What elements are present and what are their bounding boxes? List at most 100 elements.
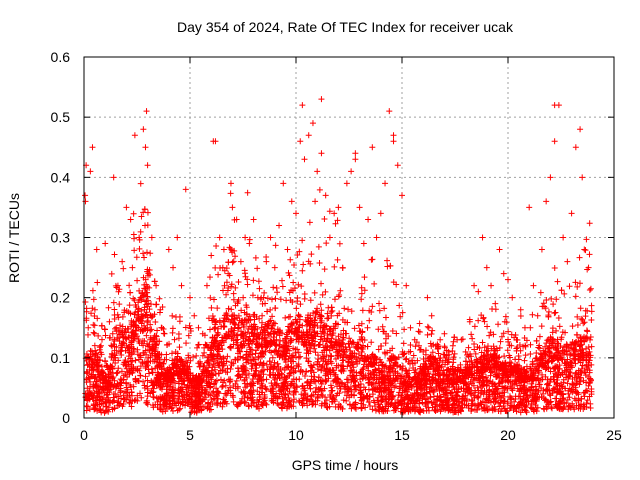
data-point (504, 347, 511, 354)
data-point (551, 310, 558, 317)
data-point (424, 331, 431, 338)
data-point (256, 285, 263, 292)
data-point (416, 328, 423, 335)
data-point (108, 270, 115, 277)
data-point (558, 383, 565, 390)
data-point (244, 189, 251, 196)
data-point (113, 324, 120, 331)
data-point (469, 335, 476, 342)
data-point (521, 357, 528, 364)
data-point (137, 228, 144, 235)
data-point (85, 331, 92, 338)
data-point (474, 384, 481, 391)
data-point (550, 301, 557, 308)
data-point (471, 340, 478, 347)
data-point (98, 322, 105, 329)
data-point (210, 296, 217, 303)
data-point (576, 280, 583, 287)
data-point (232, 284, 239, 291)
data-point (584, 307, 591, 314)
data-point (396, 302, 403, 309)
data-point (564, 380, 571, 387)
data-point (91, 322, 98, 329)
data-point (215, 331, 222, 338)
data-point (293, 305, 300, 312)
data-point (401, 326, 408, 333)
data-point (536, 381, 543, 388)
data-point (347, 367, 354, 374)
data-point (140, 250, 147, 257)
data-point (163, 351, 170, 358)
data-point (278, 277, 285, 284)
data-point (287, 256, 294, 263)
data-point (522, 352, 529, 359)
data-point (144, 319, 151, 326)
data-point (574, 313, 581, 320)
data-point (133, 254, 140, 261)
data-point (450, 338, 457, 345)
data-point (148, 301, 155, 308)
data-point (95, 332, 102, 339)
data-point (83, 305, 90, 312)
data-point (238, 307, 245, 314)
data-point (272, 295, 279, 302)
data-point (551, 265, 558, 272)
data-point (346, 401, 353, 408)
data-point (376, 307, 383, 314)
data-point (137, 372, 144, 379)
data-point (90, 329, 97, 336)
data-point (561, 290, 568, 297)
data-point (335, 293, 342, 300)
data-point (267, 317, 274, 324)
data-point (235, 279, 242, 286)
data-point (549, 325, 556, 332)
data-point (369, 406, 376, 413)
data-point (497, 338, 504, 345)
data-point (83, 407, 90, 414)
data-point (297, 301, 304, 308)
data-point (369, 303, 376, 310)
data-point (492, 306, 499, 313)
data-point (331, 296, 338, 303)
data-point (126, 302, 133, 309)
data-point (582, 313, 589, 320)
data-point (586, 220, 593, 227)
data-point (98, 336, 105, 343)
data-point (135, 378, 142, 385)
data-point (250, 277, 257, 284)
data-point (316, 260, 323, 267)
data-point (299, 237, 306, 244)
data-point (130, 295, 137, 302)
data-point (137, 180, 144, 187)
data-point (146, 370, 153, 377)
data-point (182, 324, 189, 331)
data-point (376, 300, 383, 307)
data-point (215, 271, 222, 278)
data-point (206, 274, 213, 281)
data-point (228, 306, 235, 313)
data-point (429, 327, 436, 334)
data-point (269, 313, 276, 320)
data-point (553, 327, 560, 334)
data-point (311, 328, 318, 335)
data-point (273, 285, 280, 292)
data-point (538, 323, 545, 330)
data-point (295, 354, 302, 361)
data-point (369, 256, 376, 263)
data-point (169, 325, 176, 332)
data-point (315, 243, 322, 250)
data-point (255, 278, 262, 285)
data-point (143, 249, 150, 256)
data-point (307, 297, 314, 304)
data-point (102, 326, 109, 333)
data-point (583, 327, 590, 334)
data-point (556, 323, 563, 330)
data-point (514, 344, 521, 351)
data-point (293, 319, 300, 326)
data-point (323, 240, 330, 247)
data-point (331, 263, 338, 270)
data-point (242, 270, 249, 277)
data-point (330, 378, 337, 385)
data-point (416, 320, 423, 327)
data-point (536, 333, 543, 340)
